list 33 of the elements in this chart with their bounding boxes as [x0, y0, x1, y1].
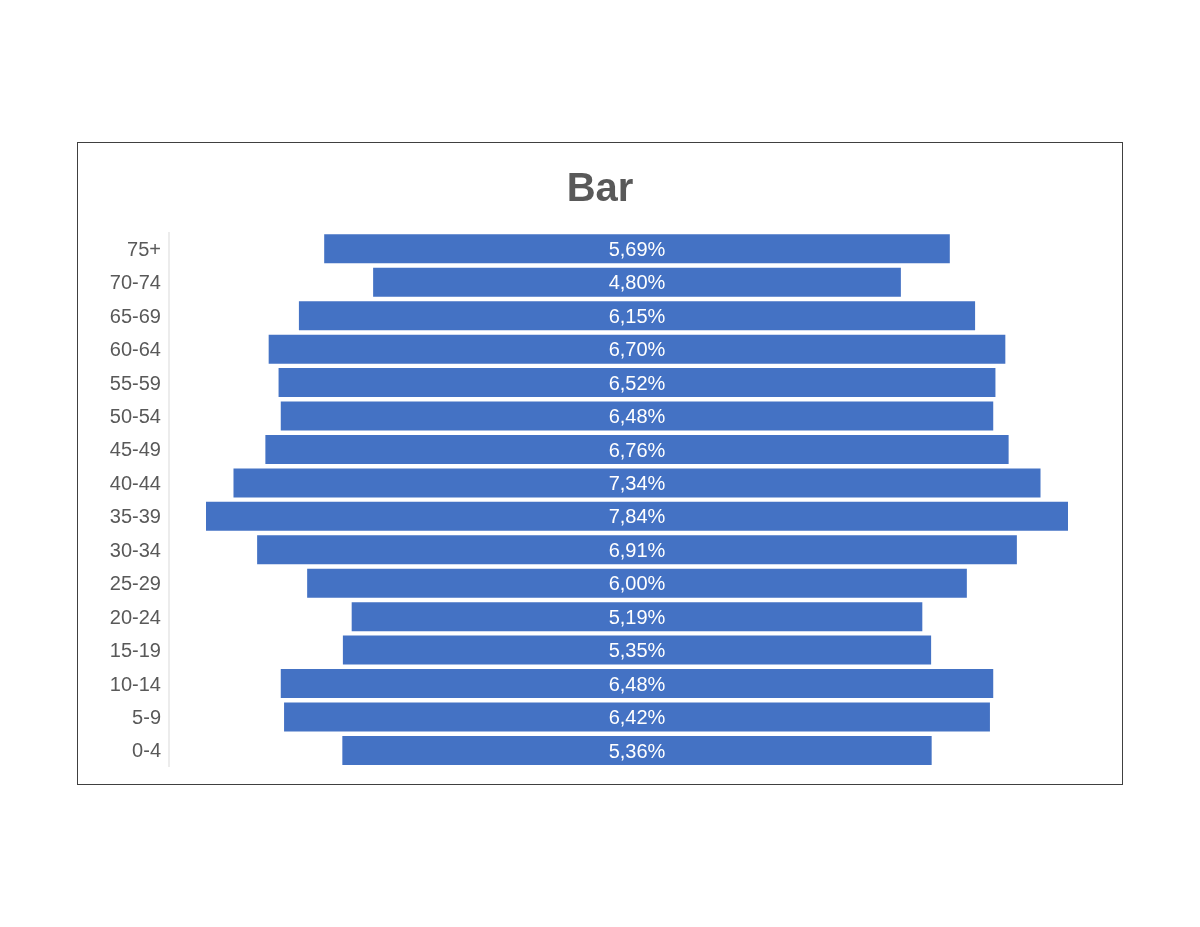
data-label: 6,70% [608, 338, 666, 361]
data-label: 5,19% [608, 605, 666, 628]
category-label: 25-29 [109, 572, 161, 595]
data-label: 5,69% [608, 237, 666, 260]
data-label: 6,52% [608, 371, 666, 394]
text: Bar [565, 165, 635, 210]
data-label: 5,35% [608, 639, 666, 662]
data-label: 6,15% [608, 304, 666, 327]
data-label: 6,91% [608, 538, 666, 561]
data-label: 6,00% [608, 572, 666, 595]
category-label: 65-69 [109, 304, 161, 327]
category-label: 70-74 [109, 271, 161, 294]
category-label: 20-24 [109, 605, 161, 628]
category-label: 40-44 [109, 471, 161, 494]
category-label: 5-9 [132, 705, 161, 728]
category-label: 10-14 [109, 672, 161, 695]
category-label: 55-59 [109, 371, 161, 394]
data-label: 7,34% [608, 472, 666, 494]
data-label: 5,36% [608, 739, 666, 762]
category-label: 35-39 [109, 505, 161, 528]
category-label: 30-34 [109, 538, 161, 561]
category-label: 0-4 [132, 739, 161, 762]
data-label: 6,48% [608, 672, 666, 695]
data-label: 4,80% [608, 271, 666, 294]
category-label: 60-64 [109, 338, 161, 361]
category-label: 50-54 [109, 405, 161, 428]
data-label: 6,48% [608, 405, 666, 428]
data-label: 7,84% [608, 505, 666, 528]
category-label: 15-19 [109, 639, 161, 662]
data-label: 6,76% [608, 438, 666, 461]
category-label: 75+ [127, 237, 161, 260]
category-label: 45-49 [109, 438, 161, 461]
data-label: 6,42% [608, 706, 666, 729]
